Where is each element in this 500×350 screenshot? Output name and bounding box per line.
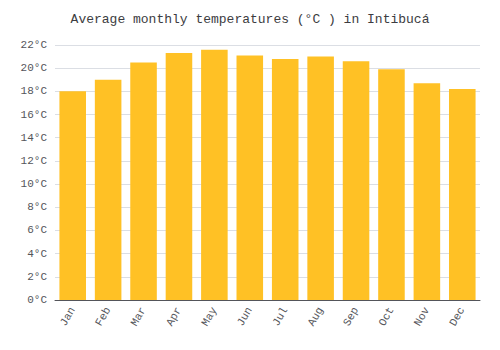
svg-text:Dec: Dec [447, 305, 467, 328]
svg-text:Jul: Jul [270, 305, 290, 328]
svg-text:2°C: 2°C [27, 271, 47, 283]
svg-text:Mar: Mar [128, 305, 148, 328]
svg-text:14°C: 14°C [21, 132, 48, 144]
svg-text:May: May [199, 305, 219, 328]
svg-text:Apr: Apr [164, 305, 184, 328]
svg-text:18°C: 18°C [21, 85, 48, 97]
svg-text:Average monthly temperatures (: Average monthly temperatures (°C ) in In… [71, 12, 430, 27]
svg-text:8°C: 8°C [27, 201, 47, 213]
svg-text:Nov: Nov [412, 305, 432, 328]
svg-text:6°C: 6°C [27, 224, 47, 236]
svg-text:0°C: 0°C [27, 294, 47, 306]
svg-text:Feb: Feb [93, 305, 113, 328]
svg-text:16°C: 16°C [21, 109, 48, 121]
svg-text:Jan: Jan [58, 305, 78, 328]
svg-text:12°C: 12°C [21, 155, 48, 167]
svg-text:10°C: 10°C [21, 178, 48, 190]
svg-text:Jun: Jun [235, 305, 255, 328]
svg-text:22°C: 22°C [21, 39, 48, 51]
svg-text:Sep: Sep [341, 305, 361, 328]
svg-text:Aug: Aug [306, 305, 326, 328]
svg-text:Oct: Oct [376, 305, 396, 328]
svg-text:4°C: 4°C [27, 248, 47, 260]
svg-text:20°C: 20°C [21, 62, 48, 74]
